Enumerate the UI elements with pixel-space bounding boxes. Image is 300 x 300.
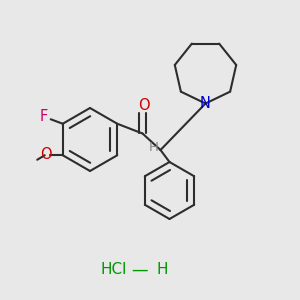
Text: —: — xyxy=(131,261,148,279)
Text: HCl: HCl xyxy=(101,262,127,278)
Text: N: N xyxy=(200,96,211,111)
Text: F: F xyxy=(40,109,48,124)
Text: H: H xyxy=(156,262,168,278)
Text: H: H xyxy=(149,141,159,154)
Text: O: O xyxy=(40,147,51,162)
Text: O: O xyxy=(138,98,150,113)
